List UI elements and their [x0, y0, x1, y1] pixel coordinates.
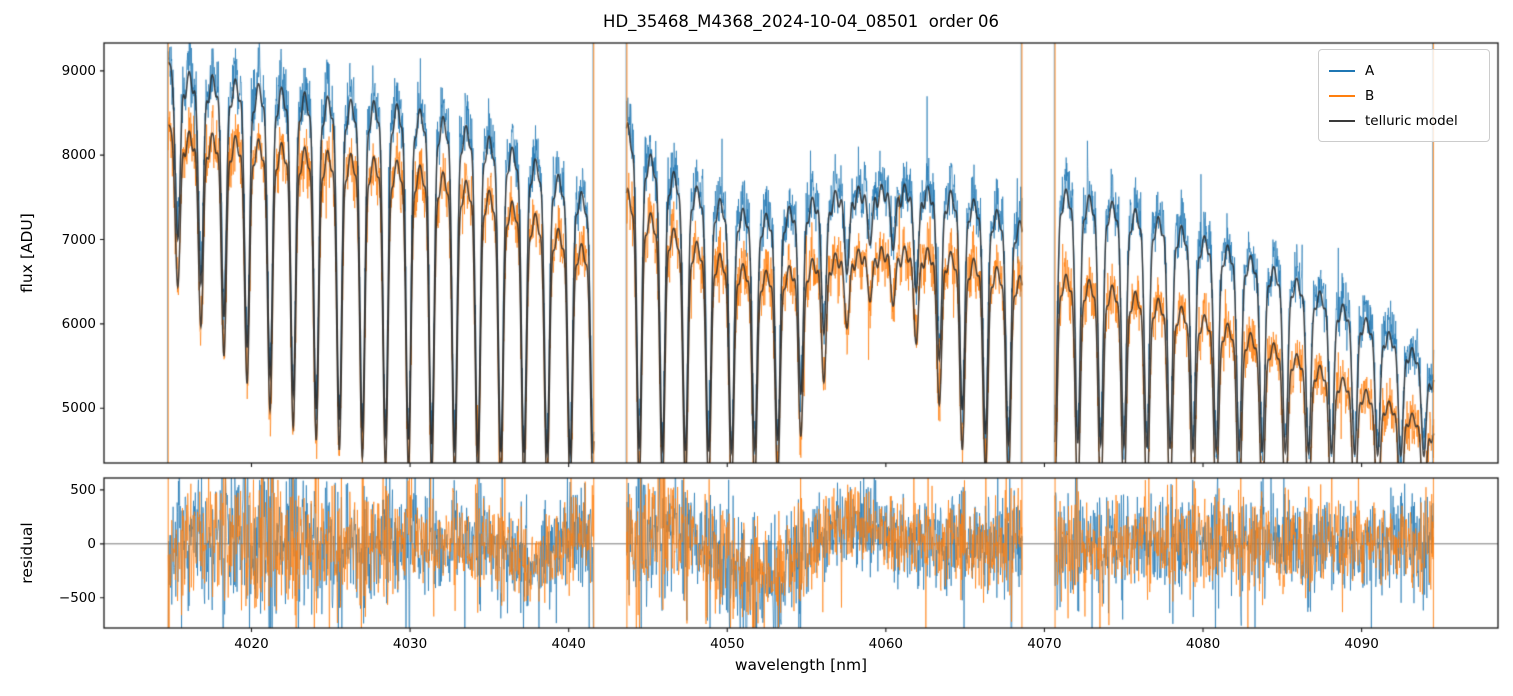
x-tick-label: 4050 [710, 636, 745, 652]
residual-tick-label: −500 [58, 589, 96, 606]
x-tick-label: 4090 [1344, 636, 1379, 652]
chart-title: HD_35468_M4368_2024-10-04_08501 order 06 [603, 12, 999, 31]
residual-tick-label: 500 [70, 481, 96, 498]
legend-line-swatch-A-icon [1329, 69, 1355, 72]
x-tick-label: 4070 [1027, 636, 1062, 652]
flux-tick-label: 9000 [61, 62, 96, 79]
legend-label-A: A [1365, 62, 1375, 79]
flux-tick-label: 8000 [61, 147, 96, 164]
flux-tick-label: 5000 [61, 400, 96, 417]
residual-tick-label: 0 [87, 535, 96, 552]
legend-line-swatch-model-icon [1329, 119, 1355, 122]
x-tick-label: 4060 [868, 636, 904, 652]
legend-item-B: B [1329, 83, 1479, 108]
legend-label-B: B [1365, 87, 1375, 104]
legend-line-swatch-B-icon [1329, 94, 1355, 97]
x-tick-label: 4080 [1185, 636, 1221, 652]
flux-tick-label: 7000 [61, 231, 96, 248]
legend-item-telluric-model: telluric model [1329, 108, 1479, 133]
flux-tick-label: 6000 [61, 315, 96, 332]
legend-label-telluric-model: telluric model [1365, 112, 1458, 129]
x-tick-label: 4030 [392, 636, 428, 652]
legend-item-A: A [1329, 58, 1479, 83]
residual-axis-label: residual [18, 522, 36, 584]
x-tick-label: 4040 [551, 636, 586, 652]
wavelength-axis-label: wavelength [nm] [734, 656, 868, 674]
x-tick-label: 4020 [234, 636, 269, 652]
legend: A B telluric model [1318, 49, 1490, 142]
flux-axis-label: flux [ADU] [18, 213, 36, 293]
